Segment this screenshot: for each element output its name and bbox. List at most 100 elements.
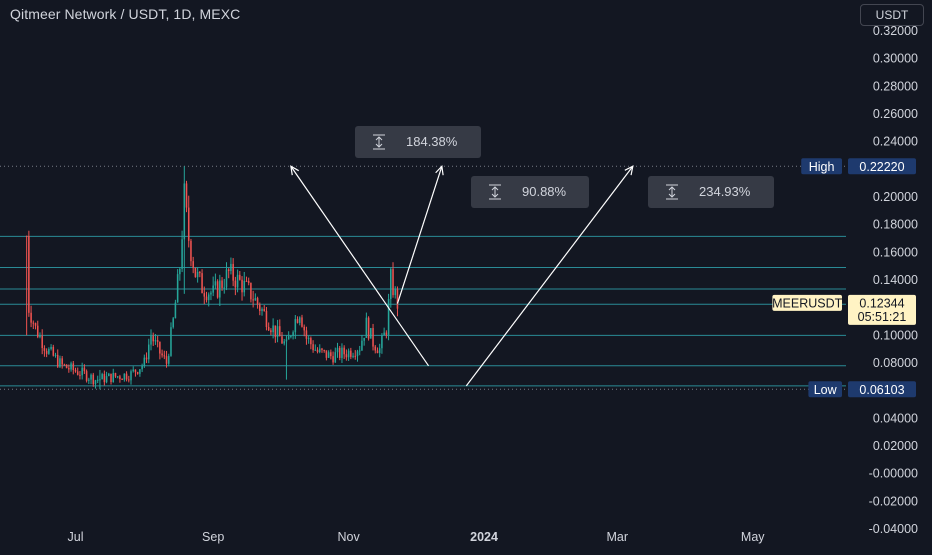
candle-body — [261, 309, 263, 311]
candle — [190, 238, 192, 267]
projection-line — [396, 166, 443, 304]
candle — [59, 355, 61, 368]
candle-body — [310, 338, 312, 345]
candle-body — [352, 355, 354, 357]
candle-body — [96, 379, 99, 381]
candle-body — [272, 325, 274, 333]
candle — [334, 347, 337, 363]
candle — [343, 345, 345, 359]
last-price-marker-tag — [772, 294, 842, 311]
candle — [143, 354, 146, 368]
candle-body — [25, 235, 28, 237]
candle-body — [141, 365, 143, 370]
candle — [68, 364, 70, 373]
candle — [119, 374, 121, 383]
candle — [85, 369, 88, 383]
candle — [152, 332, 154, 346]
candle — [363, 337, 365, 346]
candle — [232, 258, 234, 287]
candle — [376, 347, 379, 354]
candle-body — [170, 327, 172, 356]
candle — [316, 347, 319, 354]
candle-body — [185, 183, 188, 208]
candle-body — [270, 330, 272, 333]
candle-body — [356, 351, 359, 357]
candle — [81, 362, 83, 380]
candle-body — [230, 263, 232, 272]
candle-body — [354, 355, 357, 357]
measure-percent-label: 234.93% — [699, 184, 751, 199]
candle-body — [41, 335, 43, 349]
candle-body — [88, 379, 90, 381]
candle-body — [332, 356, 334, 363]
candle-body — [76, 371, 79, 375]
candle-body — [276, 326, 279, 338]
candle-body — [227, 269, 230, 272]
candle-body — [90, 374, 92, 380]
measure-icon — [668, 193, 676, 198]
measure-box-bg — [471, 176, 589, 208]
candle — [390, 267, 392, 308]
candle — [174, 299, 177, 319]
candle-body — [181, 239, 183, 269]
low-marker-tag — [808, 381, 842, 398]
candle-body — [174, 302, 177, 319]
candle — [161, 349, 163, 358]
candle — [112, 368, 115, 383]
measure-box[interactable]: 90.88% — [471, 176, 589, 208]
candle-body — [358, 350, 361, 352]
candle-body — [232, 263, 234, 281]
candle — [25, 235, 28, 336]
candle-body — [285, 339, 288, 342]
candle — [96, 375, 99, 384]
high-marker-value-box — [848, 158, 916, 175]
candle-body — [165, 356, 168, 364]
candle — [292, 330, 294, 340]
candle-body — [119, 376, 121, 379]
candle-body — [216, 281, 219, 298]
candle — [236, 269, 239, 293]
candle — [261, 307, 263, 316]
candle-body — [161, 353, 163, 356]
candle-body — [390, 269, 392, 299]
candle — [227, 268, 230, 279]
currency-button[interactable]: USDT — [860, 4, 924, 26]
candle — [270, 328, 272, 336]
candle-body — [205, 296, 208, 301]
candle-body — [68, 368, 70, 370]
time-axis[interactable]: Jul Sep Nov 2024 Mar May — [68, 530, 766, 544]
candle — [276, 319, 279, 343]
candle-body — [196, 272, 199, 278]
measure-boxes[interactable]: 184.38% 90.88% 234.93% — [355, 126, 774, 208]
candle-body — [201, 273, 203, 294]
projection-line — [465, 165, 634, 387]
candle — [105, 371, 108, 384]
candle — [336, 342, 339, 358]
candle-body — [381, 335, 383, 349]
candle-body — [210, 292, 212, 295]
candle — [145, 352, 148, 364]
candle — [225, 262, 228, 291]
candle-body — [59, 358, 61, 367]
candle — [101, 372, 103, 380]
candle — [394, 286, 397, 299]
candle-body — [105, 376, 108, 383]
last-price-marker-value-text: 0.12344 — [859, 296, 904, 310]
candle-body — [152, 336, 154, 342]
price-axis[interactable]: 0.32000 0.30000 0.28000 0.26000 0.24000 0.200… — [869, 24, 918, 536]
candle-body — [387, 298, 390, 335]
candle — [103, 370, 106, 386]
candle-body — [61, 358, 63, 365]
measure-box[interactable]: 234.93% — [648, 176, 774, 208]
candle — [65, 364, 68, 369]
candle-body — [281, 336, 283, 344]
candle-body — [259, 304, 261, 311]
candle-body — [307, 338, 310, 340]
candle-body — [28, 235, 30, 313]
candle-body — [265, 310, 268, 328]
measure-box[interactable]: 184.38% — [355, 126, 481, 158]
candle-body — [147, 344, 150, 360]
candle — [216, 279, 219, 299]
